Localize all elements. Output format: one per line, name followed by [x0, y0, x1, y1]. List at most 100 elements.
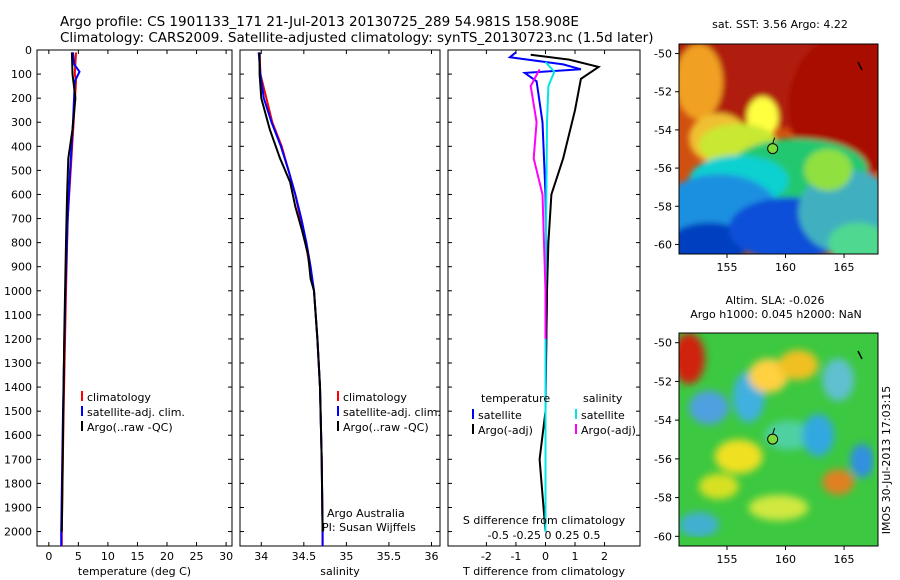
- sla-track-mark: [857, 350, 863, 360]
- difference-x-tick-label: -1: [510, 550, 521, 563]
- legend-label: satellite: [478, 409, 522, 422]
- sst-y-tick-label: -54: [654, 124, 672, 137]
- depth-tick-label: 2000: [4, 526, 32, 539]
- temperature-x-tick-label: 10: [101, 550, 115, 563]
- depth-tick-label: 100: [11, 68, 32, 81]
- depth-tick-label: 800: [11, 237, 32, 250]
- sla-y-tick-label: -58: [654, 492, 672, 505]
- temperature-x-tick-label: 30: [219, 550, 233, 563]
- salinity-x-tick-label: 35: [339, 550, 353, 563]
- legend-label: satellite-adj. clim.: [87, 406, 185, 419]
- sst-field-blobs: [679, 44, 878, 254]
- sst-float-position-marker: [767, 143, 779, 155]
- figure-title-line1: Argo profile: CS 1901133_171 21-Jul-2013…: [60, 14, 579, 30]
- sst-x-tick-label: 155: [716, 261, 737, 274]
- sla-field-blob: [714, 439, 763, 474]
- figure-title-line2: Climatology: CARS2009. Satellite-adjuste…: [60, 30, 654, 46]
- sla-float-track: [772, 427, 776, 435]
- sst-field-blob: [679, 44, 723, 120]
- legend-label: Argo(..raw -QC): [87, 421, 173, 434]
- sla-field-blob: [822, 358, 855, 402]
- legend-label: satellite-adj. clim.: [343, 406, 441, 419]
- sst-field-blob: [828, 222, 878, 254]
- depth-tick-label: 1900: [4, 501, 32, 514]
- legend-label: Argo(-adj): [478, 424, 533, 437]
- sst-y-tick-label: -58: [654, 200, 672, 213]
- salinity-x-tick-label: 34: [254, 550, 268, 563]
- depth-tick-label: 1300: [4, 357, 32, 370]
- depth-tick-label: 1600: [4, 429, 32, 442]
- sla-field-blob: [679, 333, 705, 385]
- sla-field-blob: [748, 358, 789, 393]
- sla-field-blob: [688, 390, 729, 425]
- sst-field: [679, 44, 878, 254]
- temperature-x-tick-label: 20: [160, 550, 174, 563]
- salinity-x-tick-label: 36: [424, 550, 438, 563]
- sla-field-blob: [850, 443, 875, 478]
- depth-tick-label: 400: [11, 140, 32, 153]
- difference-s-tick-labels: -0.5 -0.25 0 0.25 0.5: [488, 529, 601, 542]
- sla-field-blob: [698, 473, 739, 500]
- sst-x-tick-label: 160: [775, 261, 796, 274]
- salinity-axes-box: [239, 49, 441, 547]
- salinity-x-tick-label: 34.5: [292, 550, 317, 563]
- difference-x-tick-label: -2: [481, 550, 492, 563]
- sst-map-title: sat. SST: 3.56 Argo: 4.22: [712, 18, 848, 31]
- sst-float-track: [772, 137, 776, 144]
- sst-frame: [678, 43, 879, 255]
- sst-field-blob: [804, 149, 853, 191]
- depth-tick-label: 1800: [4, 477, 32, 490]
- temperature-x-tick-label: 5: [75, 550, 82, 563]
- sla-field-blob: [748, 494, 809, 521]
- depth-tick-label: 200: [11, 92, 32, 105]
- sla-x-tick-label: 160: [775, 553, 796, 566]
- salinity-x-tick-label: 35.5: [377, 550, 402, 563]
- depth-tick-label: 1200: [4, 333, 32, 346]
- difference-x-tick-label: 0: [542, 550, 549, 563]
- sla-y-tick-label: -56: [654, 453, 672, 466]
- legend-title-salinity: salinity: [583, 392, 623, 405]
- temperature-x-tick-label: 25: [190, 550, 204, 563]
- legend-label: satellite: [581, 409, 625, 422]
- pi-annotation: PI: Susan Wijffels: [322, 521, 416, 534]
- sst-track-mark: [857, 61, 863, 71]
- temperature-x-tick-label: 15: [130, 550, 144, 563]
- sst-map: -50 -52 -54 -56 -58 -60 155 160 165: [654, 43, 879, 274]
- sla-x-tick-label: 165: [834, 553, 855, 566]
- sla-y-tick-label: -50: [654, 337, 672, 350]
- difference-axes-box: [447, 49, 641, 547]
- depth-tick-label: 1000: [4, 285, 32, 298]
- depth-tick-label: 500: [11, 164, 32, 177]
- difference-x-tick-label: 2: [601, 550, 608, 563]
- difference-s-axis-label: S difference from climatology: [463, 514, 626, 527]
- sla-map-title-line2: Argo h1000: 0.045 h2000: NaN: [690, 308, 862, 321]
- sla-float-position-marker: [767, 433, 779, 445]
- difference-panel: -2 -1 0 1 2 T difference from climatology temp…: [447, 49, 641, 578]
- series-line-s-argo-adj-: [529, 68, 547, 339]
- sla-y-tick-label: -52: [654, 375, 672, 388]
- depth-tick-label: 300: [11, 116, 32, 129]
- difference-x-tick-label: 1: [572, 550, 579, 563]
- sst-y-tick-label: -52: [654, 86, 672, 99]
- legend-label: climatology: [87, 391, 151, 404]
- sla-frame: [678, 332, 879, 547]
- depth-tick-label: 1400: [4, 381, 32, 394]
- depth-tick-label: 1100: [4, 309, 32, 322]
- depth-tick-label: 600: [11, 188, 32, 201]
- temperature-x-tick-label: 0: [45, 550, 52, 563]
- legend-title-temperature: temperature: [481, 392, 550, 405]
- sla-field-blob: [679, 511, 719, 538]
- sla-field-blob: [822, 469, 855, 495]
- difference-x-axis-label: T difference from climatology: [462, 565, 625, 578]
- temperature-x-axis-label: temperature (deg C): [78, 565, 191, 578]
- sla-field: [679, 333, 878, 546]
- temperature-axes-box: [36, 49, 233, 547]
- sla-map: -50 -52 -54 -56 -58 -60 155 160 165: [654, 332, 879, 566]
- legend-label: climatology: [343, 391, 407, 404]
- sst-y-tick-label: -50: [654, 48, 672, 61]
- sla-field-blob: [802, 413, 835, 457]
- depth-tick-label: 700: [11, 213, 32, 226]
- legend-label: Argo(-adj): [581, 424, 636, 437]
- sla-map-title-line1: Altim. SLA: -0.026: [725, 294, 824, 307]
